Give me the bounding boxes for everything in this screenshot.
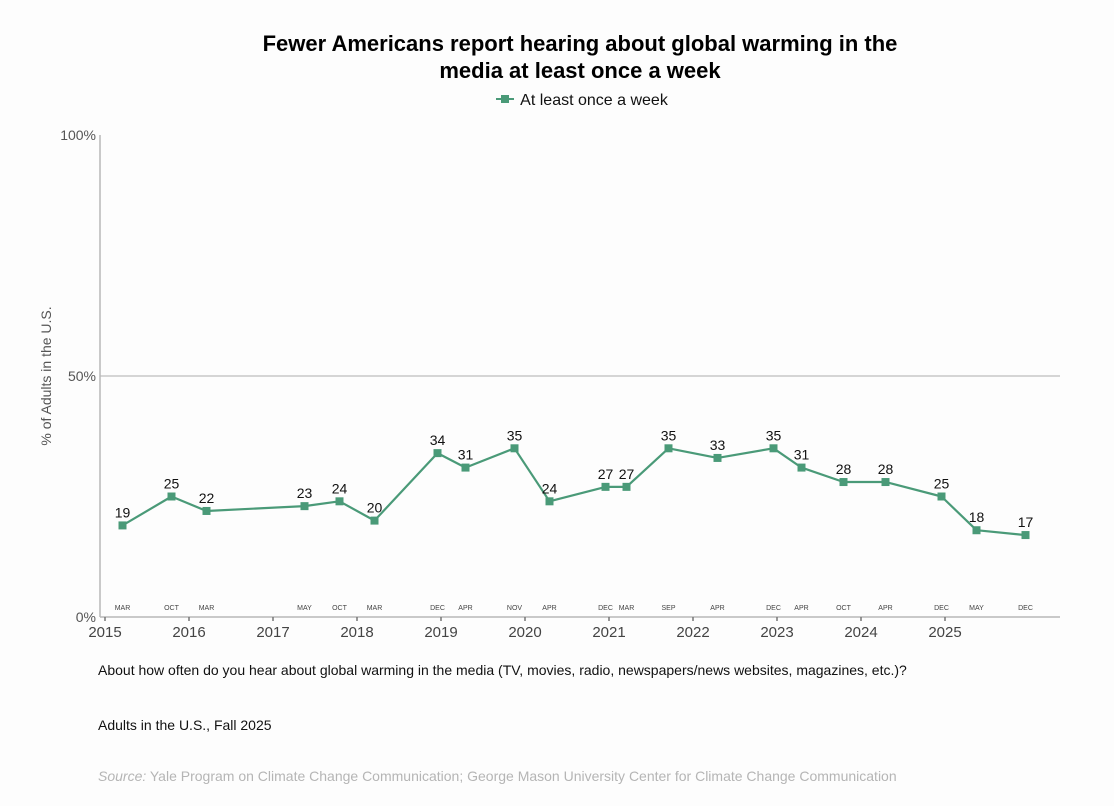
data-label: 35 (507, 427, 523, 443)
data-point-marker (167, 492, 176, 501)
x-tick-label: 2020 (508, 624, 541, 641)
month-label: OCT (164, 605, 180, 612)
y-axis-label: % of Adults in the U.S. (38, 306, 54, 445)
month-label: DEC (1018, 605, 1033, 612)
data-point-marker (461, 463, 470, 472)
legend-line-marker-icon (496, 93, 515, 105)
chart-title-line-2: media at least once a week (439, 58, 721, 83)
month-label: DEC (598, 605, 613, 612)
source-note: Source: Yale Program on Climate Change C… (98, 768, 897, 784)
survey-question: About how often do you hear about global… (98, 662, 907, 678)
x-tick-label: 2022 (676, 624, 709, 641)
data-label: 17 (1018, 514, 1034, 530)
month-label: DEC (934, 605, 949, 612)
x-tick-label: 2016 (172, 624, 205, 641)
x-tick-label: 2023 (760, 624, 793, 641)
data-label: 35 (766, 427, 782, 443)
data-label: 23 (297, 485, 313, 501)
month-label: MAY (297, 605, 312, 612)
month-label: OCT (836, 605, 852, 612)
data-point-marker (370, 516, 379, 525)
data-label: 27 (598, 466, 614, 482)
data-point-marker (300, 502, 309, 511)
month-label: MAR (199, 605, 215, 612)
chart-title: Fewer Americans report hearing about glo… (0, 30, 1114, 84)
legend-label: At least once a week (520, 92, 668, 109)
month-label: APR (458, 605, 472, 612)
data-label: 34 (430, 432, 446, 448)
month-label: SEP (661, 605, 675, 612)
data-label: 35 (661, 427, 677, 443)
x-tick-label: 2021 (592, 624, 625, 641)
month-labels: MAR OCT MAR MAY OCT MAR DEC APR NOV APR DEC MAR SEP A… (115, 605, 1033, 612)
data-label: 18 (969, 509, 985, 525)
data-point-marker (664, 444, 673, 453)
data-label: 27 (619, 466, 635, 482)
month-label: DEC (430, 605, 445, 612)
source-text: Yale Program on Climate Change Communica… (146, 768, 897, 784)
data-point-marker (839, 478, 848, 487)
y-tick-label: 100% (60, 127, 96, 143)
line-chart: % of Adults in the U.S. 0%50%100% 2015 20… (38, 127, 1060, 641)
month-label: MAR (115, 605, 131, 612)
chart-title-line-1: Fewer Americans report hearing about glo… (262, 31, 898, 56)
y-tick-label: 0% (76, 609, 96, 625)
month-label: OCT (332, 605, 348, 612)
month-label: APR (542, 605, 556, 612)
month-label: MAR (619, 605, 635, 612)
sample-description: Adults in the U.S., Fall 2025 (98, 717, 272, 733)
series-at-least-once-a-week (118, 444, 1030, 540)
x-tick-labels: 2015 2016 2017 2018 2019 2020 2021 2022 2023 2024… (88, 617, 962, 641)
month-label: APR (794, 605, 808, 612)
data-label: 24 (542, 480, 558, 496)
x-tick-label: 2025 (928, 624, 961, 641)
x-tick-label: 2024 (844, 624, 877, 641)
data-point-marker (769, 444, 778, 453)
axes (99, 135, 1060, 618)
data-label: 20 (367, 500, 383, 516)
data-point-marker (1021, 531, 1030, 540)
data-label: 31 (458, 447, 474, 463)
data-point-marker (545, 497, 554, 506)
data-label: 24 (332, 480, 348, 496)
y-tick-label: 50% (68, 368, 96, 384)
data-point-marker (797, 463, 806, 472)
month-label: MAR (367, 605, 383, 612)
source-label: Source: (98, 768, 147, 784)
data-label: 22 (199, 490, 215, 506)
data-point-marker (510, 444, 519, 453)
data-point-marker (622, 482, 631, 491)
month-label: APR (710, 605, 724, 612)
month-label: NOV (507, 605, 523, 612)
data-label: 25 (934, 476, 950, 492)
month-label: MAY (969, 605, 984, 612)
month-label: APR (878, 605, 892, 612)
x-tick-label: 2018 (340, 624, 373, 641)
data-point-marker (713, 453, 722, 462)
data-point-marker (202, 506, 211, 515)
data-point-marker (972, 526, 981, 535)
data-point-marker (937, 492, 946, 501)
y-tick-labels: 0% 50% 100% (60, 127, 96, 625)
data-point-marker (601, 482, 610, 491)
data-label: 28 (836, 461, 852, 477)
data-label: 25 (164, 476, 180, 492)
legend: At least once a week (0, 92, 1114, 110)
data-point-marker (881, 478, 890, 487)
data-label: 33 (710, 437, 726, 453)
x-tick-label: 2015 (88, 624, 121, 641)
x-tick-label: 2019 (424, 624, 457, 641)
month-label: DEC (766, 605, 781, 612)
data-point-marker (335, 497, 344, 506)
x-tick-label: 2017 (256, 624, 289, 641)
data-point-marker (433, 449, 442, 458)
data-label: 31 (794, 447, 810, 463)
data-label: 28 (878, 461, 894, 477)
data-labels: 19 25 22 23 24 20 34 31 35 24 27 27 35 33 35 31 28 28 25 18… (115, 427, 1034, 530)
data-point-marker (118, 521, 127, 530)
data-label: 19 (115, 504, 131, 520)
